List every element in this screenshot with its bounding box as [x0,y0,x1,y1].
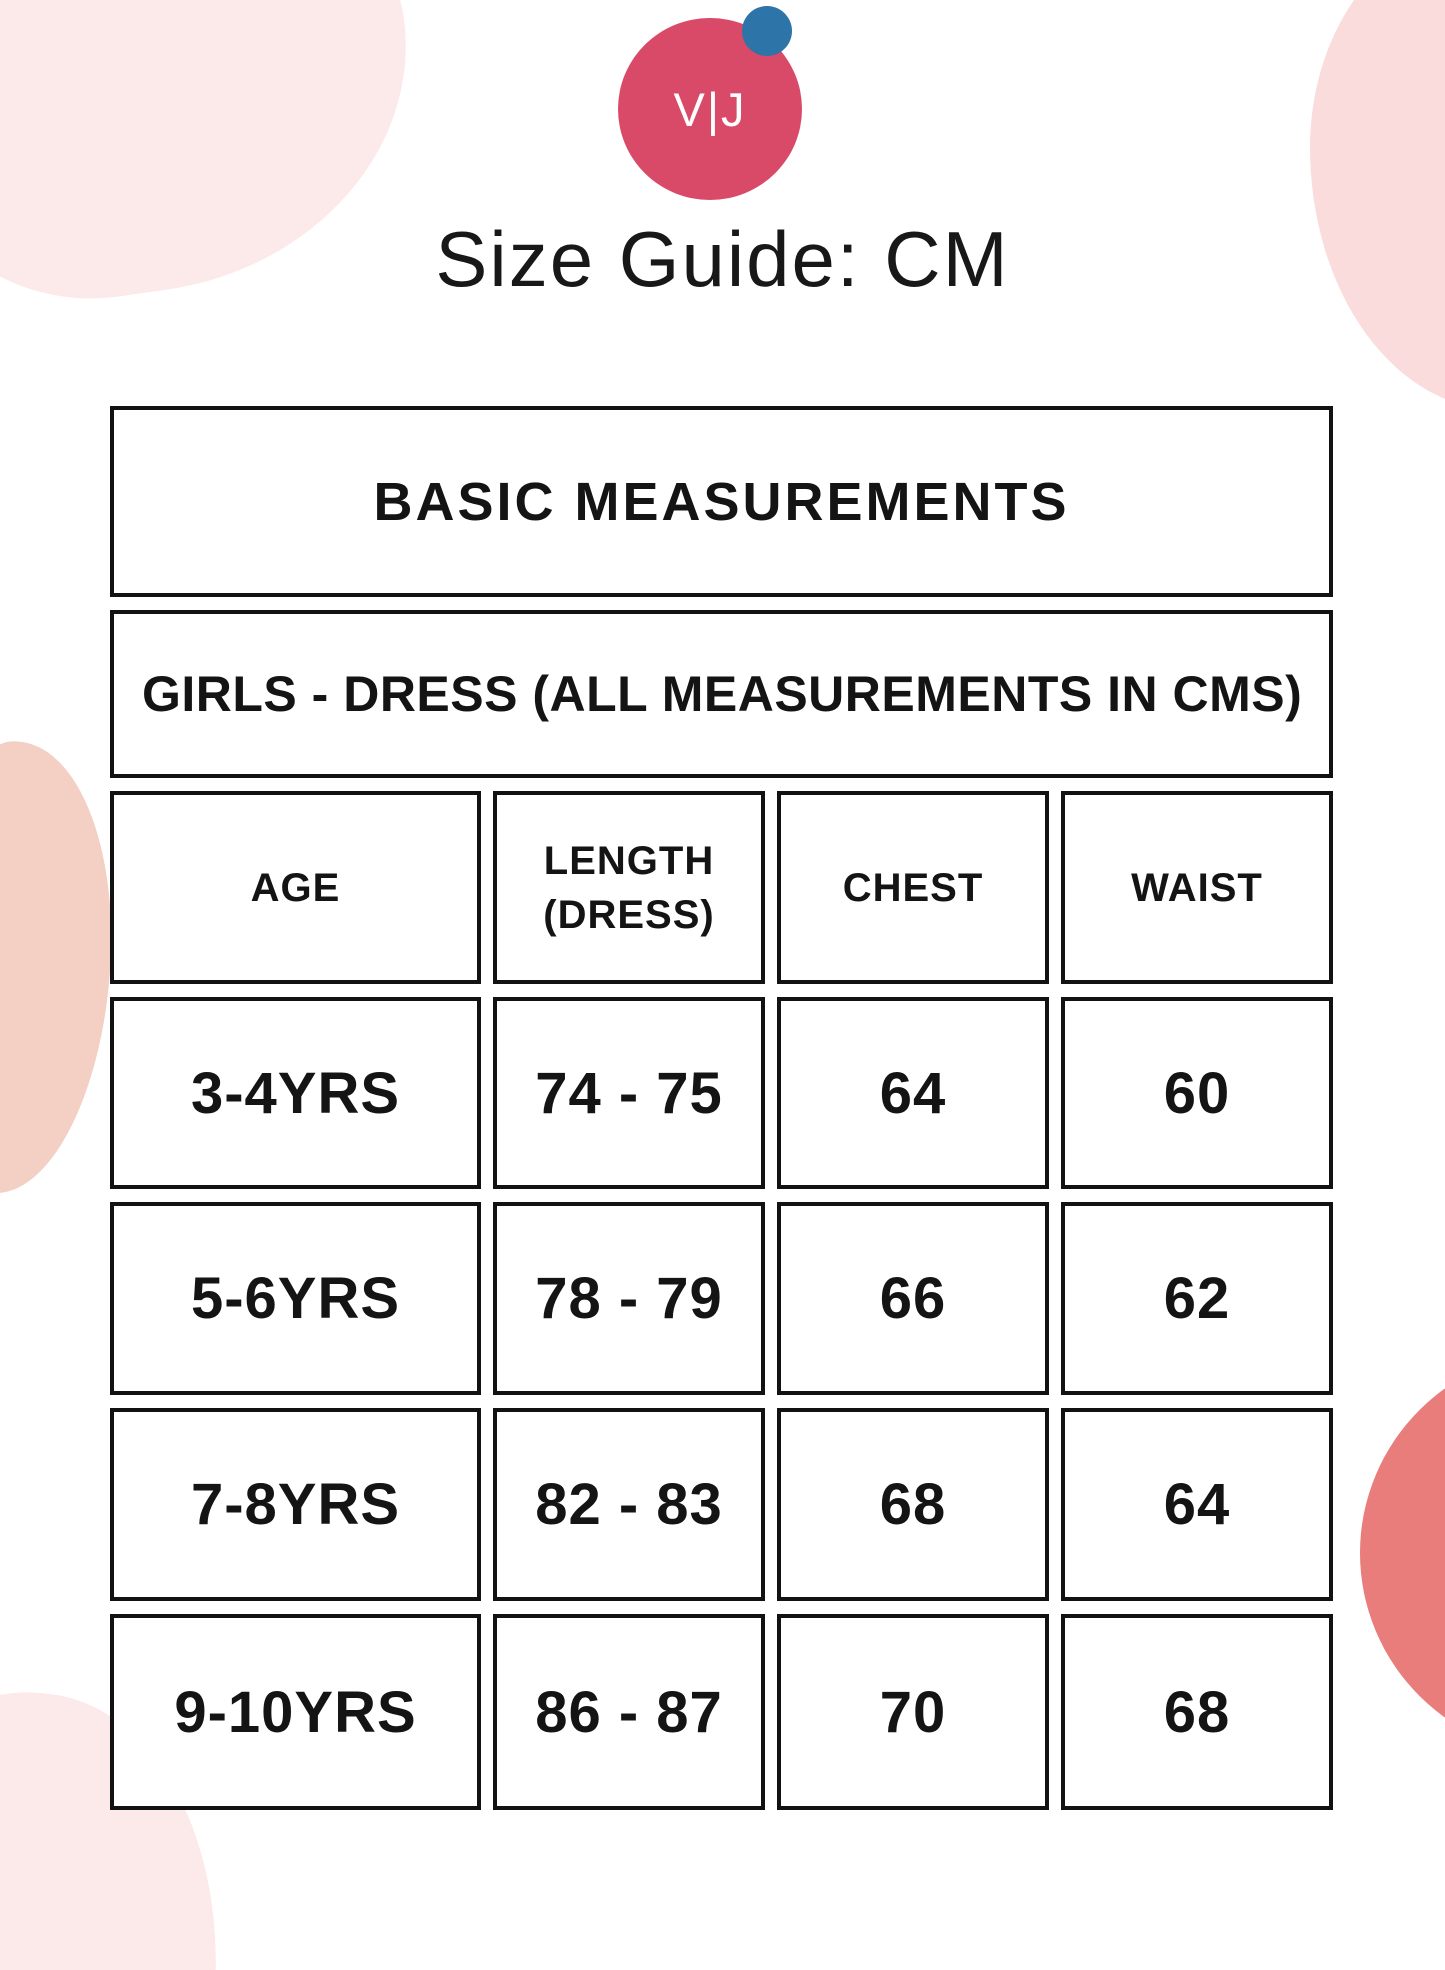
table-header: BASIC MEASUREMENTS [110,406,1333,597]
column-header-chest: CHEST [777,791,1049,984]
cell-length-9-10yrs: 86 - 87 [493,1614,765,1810]
cell-length-3-4yrs: 74 - 75 [493,997,765,1189]
decorative-blob-bottom-right [1360,1350,1445,1756]
cell-length-7-8yrs: 82 - 83 [493,1408,765,1601]
column-header-length-dress-label: LENGTH (DRESS) [543,838,715,937]
cell-waist-7-8yrs: 64 [1061,1408,1333,1601]
column-header-length-dress: LENGTH (DRESS) [493,791,765,984]
decorative-blob-left-middle [0,735,126,1201]
cell-age-7-8yrs: 7-8YRS [110,1408,481,1601]
cell-waist-9-10yrs: 68 [1061,1614,1333,1810]
decorative-blob-top-right [1310,0,1445,410]
page-title: Size Guide: CM [435,215,1010,303]
cell-chest-9-10yrs: 70 [777,1614,1049,1810]
cell-chest-3-4yrs: 64 [777,997,1049,1189]
cell-length-5-6yrs: 78 - 79 [493,1202,765,1395]
cell-chest-7-8yrs: 68 [777,1408,1049,1601]
cell-chest-5-6yrs: 66 [777,1202,1049,1395]
cell-age-5-6yrs: 5-6YRS [110,1202,481,1395]
cell-waist-3-4yrs: 60 [1061,997,1333,1189]
table-subheader: GIRLS - DRESS (ALL MEASUREMENTS IN CMS) [110,610,1333,778]
column-header-waist: WAIST [1061,791,1333,984]
cell-age-3-4yrs: 3-4YRS [110,997,481,1189]
column-header-waist-label: WAIST [1131,865,1263,910]
column-header-age: AGE [110,791,481,984]
column-header-chest-label: CHEST [842,865,984,910]
column-header-age-label: AGE [250,865,341,910]
size-guide-table: BASIC MEASUREMENTS GIRLS - DRESS (ALL ME… [110,406,1333,1810]
cell-age-9-10yrs: 9-10YRS [110,1614,481,1810]
brand-logo-dot-icon [742,6,792,56]
cell-waist-5-6yrs: 62 [1061,1202,1333,1395]
